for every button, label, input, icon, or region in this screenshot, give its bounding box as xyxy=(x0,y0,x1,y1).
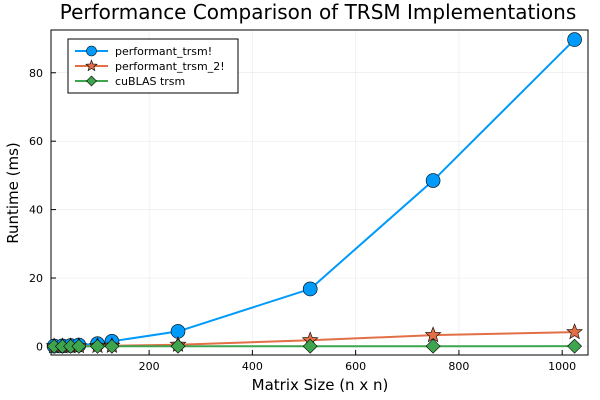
data-point xyxy=(302,338,318,354)
y-tick-label: 0 xyxy=(36,340,43,353)
y-axis-label: Runtime (ms) xyxy=(4,142,22,244)
data-point xyxy=(567,338,582,354)
data-point xyxy=(302,281,318,297)
legend-label: performant_trsm_2! xyxy=(115,60,225,73)
chart-title: Performance Comparison of TRSM Implement… xyxy=(60,0,576,24)
y-tick-label: 20 xyxy=(29,272,43,285)
plot-frame xyxy=(50,29,589,356)
data-point xyxy=(566,323,584,340)
data-point xyxy=(425,173,441,188)
series-2 xyxy=(46,338,582,354)
data-point xyxy=(90,338,105,354)
data-point xyxy=(170,338,186,354)
legend-marker xyxy=(86,75,97,87)
legend-label: cuBLAS trsm xyxy=(115,75,185,88)
x-axis-label: Matrix Size (n x n) xyxy=(252,376,389,394)
x-tick-label: 400 xyxy=(242,360,263,373)
x-tick-label: 800 xyxy=(448,360,469,373)
y-tick-label: 60 xyxy=(29,135,43,148)
legend: performant_trsm! performant_trsm_2! cuBLAS… xyxy=(67,38,239,94)
data-point xyxy=(71,338,87,354)
y-tick-label: 80 xyxy=(29,67,43,80)
x-tick-label: 200 xyxy=(139,360,160,373)
data-point xyxy=(104,338,120,354)
data-point xyxy=(424,326,442,343)
x-tick-label: 1000 xyxy=(548,360,576,373)
legend-marker xyxy=(85,59,98,72)
y-tick-label: 40 xyxy=(29,204,43,217)
x-tick-label: 600 xyxy=(345,360,366,373)
axis-ticks: 200 400 600 800 1000 0 20 40 60 80 xyxy=(29,67,576,373)
series-group xyxy=(45,32,584,354)
data-point xyxy=(567,32,582,47)
legend-marker xyxy=(86,45,97,57)
data-point xyxy=(425,338,441,354)
legend-label: performant_trsm! xyxy=(115,45,212,58)
